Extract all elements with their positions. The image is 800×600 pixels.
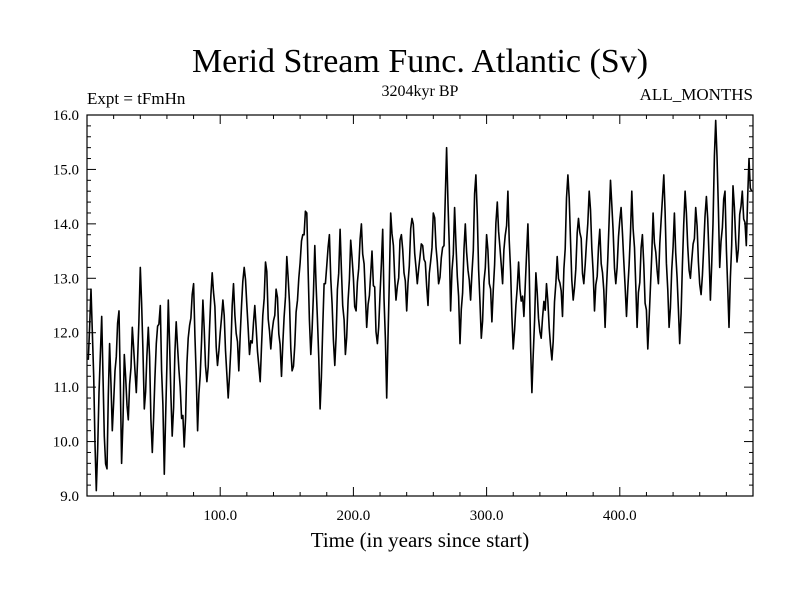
axes: 9.0 10.0 11.0 12.0 13.0 14.0 15.0 16.0 100.0 200.… <box>53 108 754 524</box>
chart-title: Merid Stream Func. Atlantic (Sv) <box>192 43 648 80</box>
y-tick-label: 15.0 <box>53 162 79 178</box>
y-tick-label: 10.0 <box>53 435 79 451</box>
x-tick-label: 200.0 <box>337 508 371 524</box>
y-tick-label: 12.0 <box>53 326 79 342</box>
y-tick-label: 14.0 <box>53 217 79 233</box>
y-tick-label: 13.0 <box>53 271 79 287</box>
x-tick-label: 300.0 <box>470 508 504 524</box>
y-tick-label: 16.0 <box>53 108 79 124</box>
y-tick-label: 11.0 <box>53 380 79 396</box>
x-tick-label: 400.0 <box>603 508 637 524</box>
series-line <box>87 119 753 492</box>
period-label: 3204kyr BP <box>382 83 459 100</box>
y-tick-label: 9.0 <box>60 489 79 505</box>
x-axis-label: Time (in years since start) <box>311 528 530 552</box>
months-label: ALL_MONTHS <box>640 85 753 104</box>
experiment-label: Expt = tFmHn <box>87 89 186 108</box>
plot-frame <box>86 114 754 497</box>
x-tick-label: 100.0 <box>203 508 237 524</box>
plot-series-layer <box>87 119 753 492</box>
